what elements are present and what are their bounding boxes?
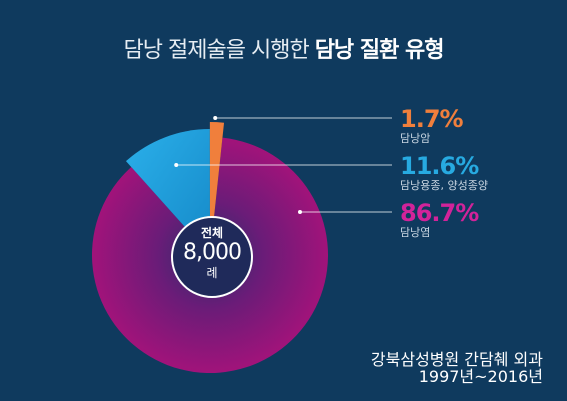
center-unit: 례 (206, 266, 218, 280)
center-value: 8,000 (183, 240, 242, 265)
legend-label-polyp: 담낭용종, 양성종양 (400, 179, 488, 192)
chart-title: 담낭 절제술을 시행한 담낭 질환 유형 (0, 32, 567, 64)
legend-item-cholecystitis: 86.7% 담낭염 (400, 199, 479, 240)
legend-item-polyp: 11.6% 담낭용종, 양성종양 (400, 153, 488, 193)
legend-item-cancer: 1.7% 담낭암 (400, 105, 464, 146)
source-period: 1997년~2016년 (418, 367, 543, 386)
title-light: 담낭 절제술을 시행한 (123, 38, 310, 63)
legend-percent-cholecystitis: 86.7% (400, 199, 479, 227)
legend-percent-cancer: 1.7% (400, 105, 464, 133)
center-total-badge: 전체 8,000 례 (171, 216, 253, 298)
legend-percent-polyp: 11.6% (400, 152, 479, 180)
center-label: 전체 (200, 226, 224, 240)
legend-label-cholecystitis: 담낭염 (400, 226, 431, 239)
legend-label-cancer: 담낭암 (400, 132, 431, 145)
leader-line-polyp-dot (174, 163, 179, 167)
title-bold: 담낭 질환 유형 (314, 38, 445, 63)
source-hospital: 강북삼성병원 간담췌 외과 (370, 350, 543, 369)
leader-line-cholecystitis-dot (298, 210, 302, 214)
leader-line-cancer-dot (213, 116, 218, 120)
